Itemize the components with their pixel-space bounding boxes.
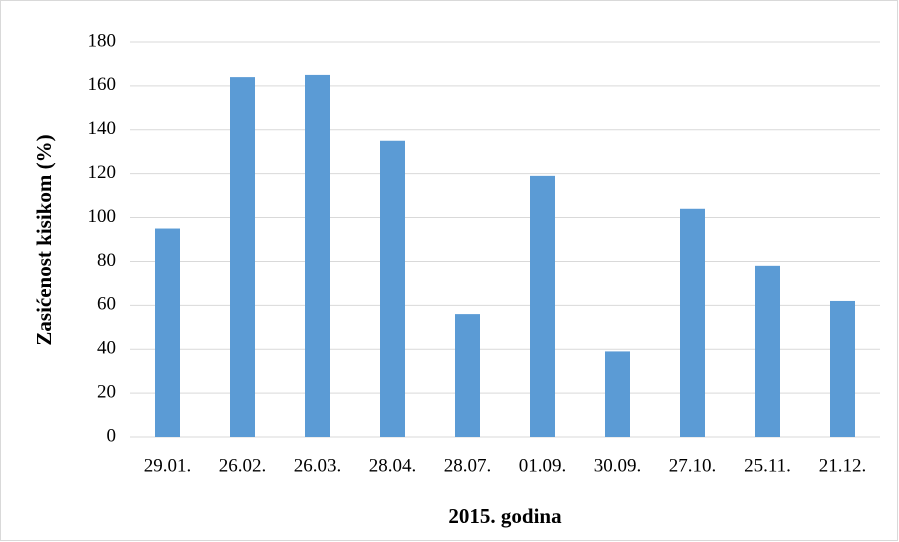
bar [230,77,255,437]
y-tick-label: 160 [88,74,117,95]
y-tick-label: 140 [88,118,117,139]
x-tick-label: 27.10. [669,455,717,476]
bar [455,314,480,437]
x-tick-label: 25.11. [744,455,791,476]
bar [830,300,855,437]
x-axis-title: 2015. godina [448,504,562,528]
y-tick-label: 0 [107,425,117,446]
bar [605,351,630,437]
x-tick-label: 26.03. [294,455,342,476]
x-tick-label: 21.12. [819,455,867,476]
bar [680,208,705,437]
x-tick-label: 26.02. [219,455,267,476]
y-tick-label: 100 [88,206,117,227]
x-tick-label: 29.01. [144,455,192,476]
bar [530,175,555,437]
y-tick-label: 180 [88,30,117,51]
y-tick-label: 120 [88,162,117,183]
x-tick-label: 01.09. [519,455,567,476]
y-axis-title: Zasićenost kisikom (%) [32,134,56,345]
y-tick-label: 80 [97,250,116,271]
y-tick-label: 40 [97,338,116,359]
bar [155,228,180,437]
x-tick-label: 28.07. [444,455,492,476]
y-tick-label: 60 [97,294,116,315]
bar [305,74,330,438]
x-tick-label: 30.09. [594,455,642,476]
x-tick-label: 28.04. [369,455,417,476]
y-tick-label: 20 [97,381,116,402]
bar [755,265,780,437]
bar [380,140,405,437]
